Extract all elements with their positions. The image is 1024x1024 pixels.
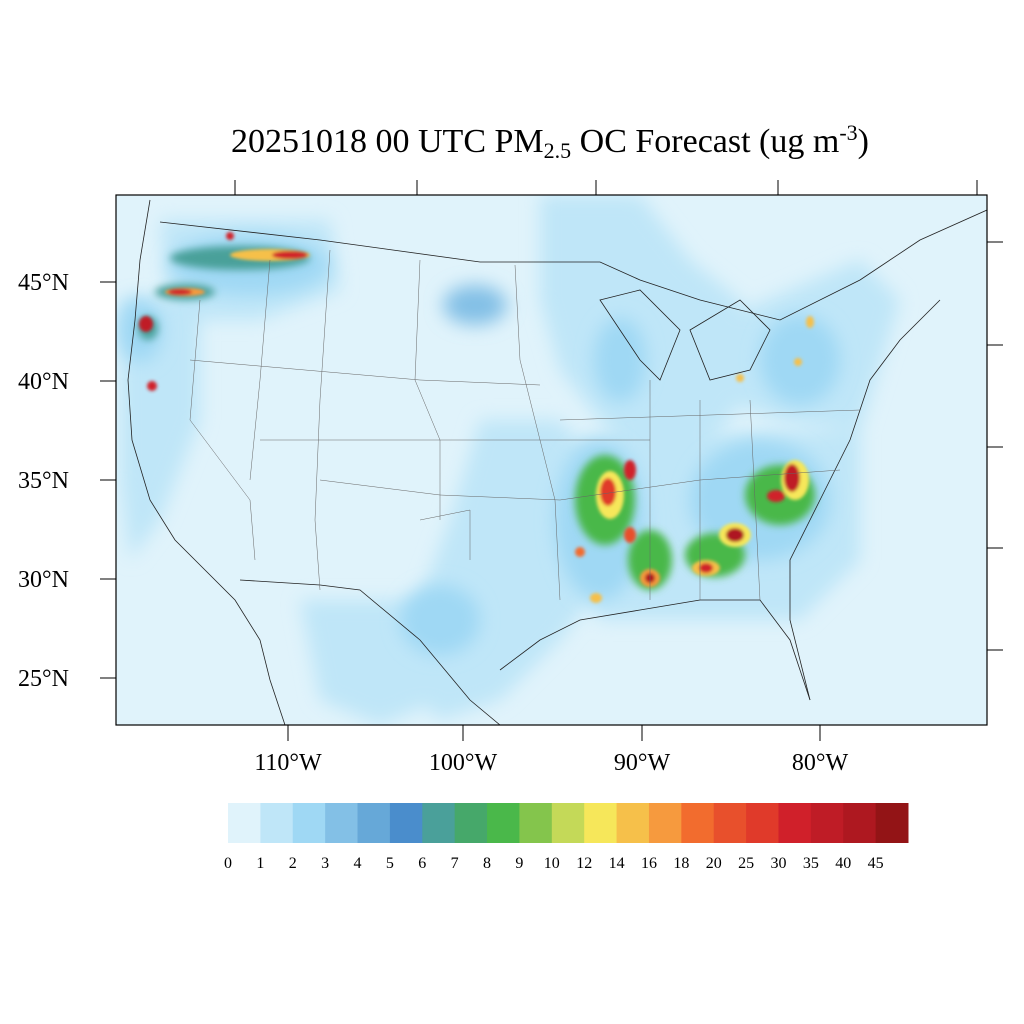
lat-labels: 45°N 40°N 35°N 30°N 25°N xyxy=(18,270,69,692)
colorbar-label: 40 xyxy=(835,855,851,872)
colorbar-label: 16 xyxy=(641,855,657,872)
colorbar-swatch xyxy=(551,803,585,843)
colorbar-label: 1 xyxy=(256,855,264,872)
colorbar-swatch xyxy=(875,803,909,843)
lon-label-90: 90°W xyxy=(614,750,671,776)
colorbar-label: 20 xyxy=(706,855,722,872)
title-superscript: -3 xyxy=(839,120,858,145)
colorbar-swatch xyxy=(843,803,877,843)
colorbar-swatch xyxy=(228,803,261,843)
east-coastline xyxy=(789,299,941,701)
lon-label-100: 100°W xyxy=(429,750,498,776)
map-frame xyxy=(115,194,988,726)
colorbar-swatch xyxy=(325,803,359,843)
great-lakes-east xyxy=(689,299,771,381)
lat-label-40: 40°N xyxy=(18,369,69,395)
lon-label-80: 80°W xyxy=(792,750,849,776)
great-lakes-west xyxy=(599,289,681,381)
title-suffix: OC Forecast (ug m xyxy=(571,123,840,160)
colorbar-label: 5 xyxy=(386,855,394,872)
right-ticks xyxy=(987,241,1003,651)
colorbar-swatch xyxy=(681,803,715,843)
lat-label-35: 35°N xyxy=(18,468,69,494)
colorbar: 0 1 2 3 4 5 6 7 8 9 10 12 14 16 18 20 25 30 35 40 45 xyxy=(224,803,909,872)
colorbar-label: 9 xyxy=(515,855,523,872)
concentration-peaks xyxy=(139,232,814,603)
lat-label-25: 25°N xyxy=(18,666,69,692)
borders xyxy=(127,199,987,725)
title-subscript: 2.5 xyxy=(543,138,572,163)
colorbar-swatch xyxy=(389,803,423,843)
colorbar-label: 12 xyxy=(576,855,592,872)
colorbar-label: 35 xyxy=(803,855,819,872)
colorbar-label: 30 xyxy=(770,855,786,872)
lat-label-45: 45°N xyxy=(18,270,69,296)
colorbar-label: 14 xyxy=(609,855,625,872)
left-ticks xyxy=(100,281,116,679)
lon-labels: 110°W 100°W 90°W 80°W xyxy=(254,750,848,776)
colorbar-swatch xyxy=(778,803,812,843)
colorbar-swatch xyxy=(713,803,747,843)
west-coastline xyxy=(127,199,286,725)
title-close: ) xyxy=(857,123,869,160)
title-prefix: 20251018 00 UTC PM xyxy=(231,123,544,160)
colorbar-label: 0 xyxy=(224,855,232,872)
lat-label-30: 30°N xyxy=(18,567,69,593)
lon-label-110: 110°W xyxy=(254,750,322,776)
state-borders xyxy=(189,249,861,601)
colorbar-swatch xyxy=(422,803,456,843)
colorbar-label: 45 xyxy=(868,855,884,872)
colorbar-swatch xyxy=(616,803,650,843)
colorbar-swatch xyxy=(584,803,618,843)
colorbar-label: 8 xyxy=(483,855,491,872)
colorbar-swatch xyxy=(519,803,553,843)
map-title: 20251018 00 UTC PM2.5 OC Forecast (ug m-… xyxy=(0,120,1024,164)
colorbar-swatch xyxy=(260,803,294,843)
colorbar-swatch xyxy=(487,803,520,843)
colorbar-label: 10 xyxy=(544,855,560,872)
colorbar-swatch xyxy=(357,803,391,843)
colorbar-swatch xyxy=(648,803,682,843)
colorbar-label: 2 xyxy=(289,855,297,872)
top-ticks xyxy=(234,180,978,195)
colorbar-swatch xyxy=(454,803,488,843)
colorbar-swatch xyxy=(292,803,326,843)
gulf-coast xyxy=(499,599,811,701)
colorbar-swatch xyxy=(810,803,844,843)
bottom-ticks xyxy=(287,725,821,741)
colorbar-label: 3 xyxy=(321,855,329,872)
map-panel xyxy=(116,195,987,725)
colorbar-label: 18 xyxy=(673,855,689,872)
colorbar-label: 25 xyxy=(738,855,754,872)
colorbar-label: 4 xyxy=(354,855,362,872)
northern-border xyxy=(159,209,987,321)
colorbar-swatch xyxy=(746,803,779,843)
colorbar-label: 7 xyxy=(451,855,459,872)
southern-border xyxy=(239,579,501,725)
colorbar-label: 6 xyxy=(418,855,426,872)
